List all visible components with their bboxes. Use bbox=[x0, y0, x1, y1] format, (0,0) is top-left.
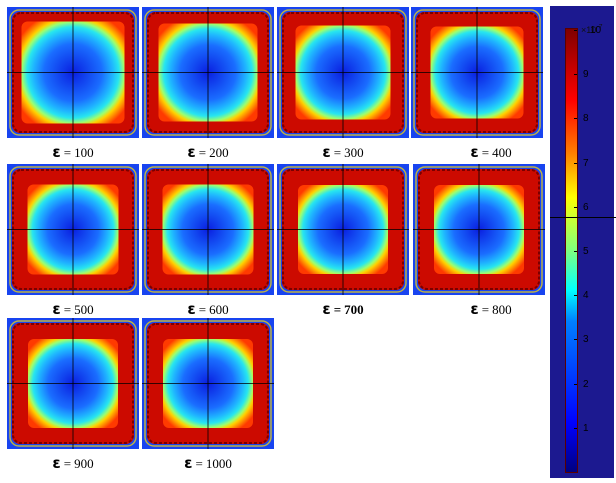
colorbar-tick-mark bbox=[574, 251, 577, 252]
colorbar-tick-mark bbox=[574, 206, 577, 208]
panel-caption: ε = 100 bbox=[52, 143, 94, 161]
field-map-svg bbox=[142, 318, 274, 449]
panel-caption: ε = 1000 bbox=[184, 454, 232, 472]
field-map-svg bbox=[142, 7, 274, 138]
colorbar-tick-label: 3 bbox=[583, 334, 589, 346]
colorbar-tick-label: 8 bbox=[583, 113, 589, 125]
colorbar-tick-mark bbox=[574, 295, 577, 297]
colorbar-tick-label: 1 bbox=[583, 422, 589, 434]
colorbar-tick-mark bbox=[574, 383, 577, 385]
colorbar-tick-label: 7 bbox=[583, 157, 589, 169]
colorbar-tick-mark bbox=[574, 74, 577, 76]
field-map-panel bbox=[7, 164, 139, 295]
panel-caption: ε = 200 bbox=[187, 143, 229, 161]
panel-caption: ε = 500 bbox=[52, 300, 94, 318]
colorbar-tick-label: 2 bbox=[583, 378, 589, 390]
panel-caption: ε = 700 bbox=[322, 300, 364, 318]
colorbar-tick-label: 9 bbox=[583, 69, 589, 81]
panel-caption: ε = 800 bbox=[470, 300, 512, 318]
field-map-panel bbox=[277, 164, 409, 295]
colorbar-gradient bbox=[565, 28, 578, 473]
panel-caption: ε = 900 bbox=[52, 454, 94, 472]
colorbar-tick-label: 5 bbox=[583, 246, 589, 257]
field-map-svg bbox=[142, 164, 274, 295]
field-map-svg bbox=[7, 164, 139, 295]
field-map-panel bbox=[142, 318, 274, 449]
field-map-svg bbox=[411, 7, 543, 138]
colorbar-tick-mark bbox=[574, 30, 577, 31]
colorbar-tick-label: 10 bbox=[590, 25, 602, 36]
panel-caption: ε = 300 bbox=[322, 143, 364, 161]
field-map-svg bbox=[277, 7, 409, 138]
colorbar-tick-mark bbox=[574, 339, 577, 341]
field-map-svg bbox=[413, 164, 545, 295]
colorbar-tick-label: 4 bbox=[583, 290, 589, 302]
colorbar-tick-label: 6 bbox=[583, 201, 589, 213]
field-map-panel bbox=[7, 7, 139, 138]
field-map-panel bbox=[7, 318, 139, 449]
field-map-panel bbox=[142, 7, 274, 138]
colorbar-tick-mark bbox=[574, 427, 577, 429]
panel-caption: ε = 600 bbox=[187, 300, 229, 318]
colorbar-tick-mark bbox=[574, 118, 577, 120]
field-map-panel bbox=[413, 164, 545, 295]
divider-line bbox=[550, 217, 616, 218]
field-map-panel bbox=[142, 164, 274, 295]
field-map-svg bbox=[7, 7, 139, 138]
field-map-svg bbox=[277, 164, 409, 295]
panel-caption: ε = 400 bbox=[470, 143, 512, 161]
field-map-panel bbox=[277, 7, 409, 138]
field-map-svg bbox=[7, 318, 139, 449]
colorbar-tick-mark bbox=[574, 162, 577, 164]
colorbar bbox=[550, 6, 614, 478]
colorbar-exponent: ×10-7 bbox=[581, 24, 603, 35]
field-map-panel bbox=[411, 7, 543, 138]
